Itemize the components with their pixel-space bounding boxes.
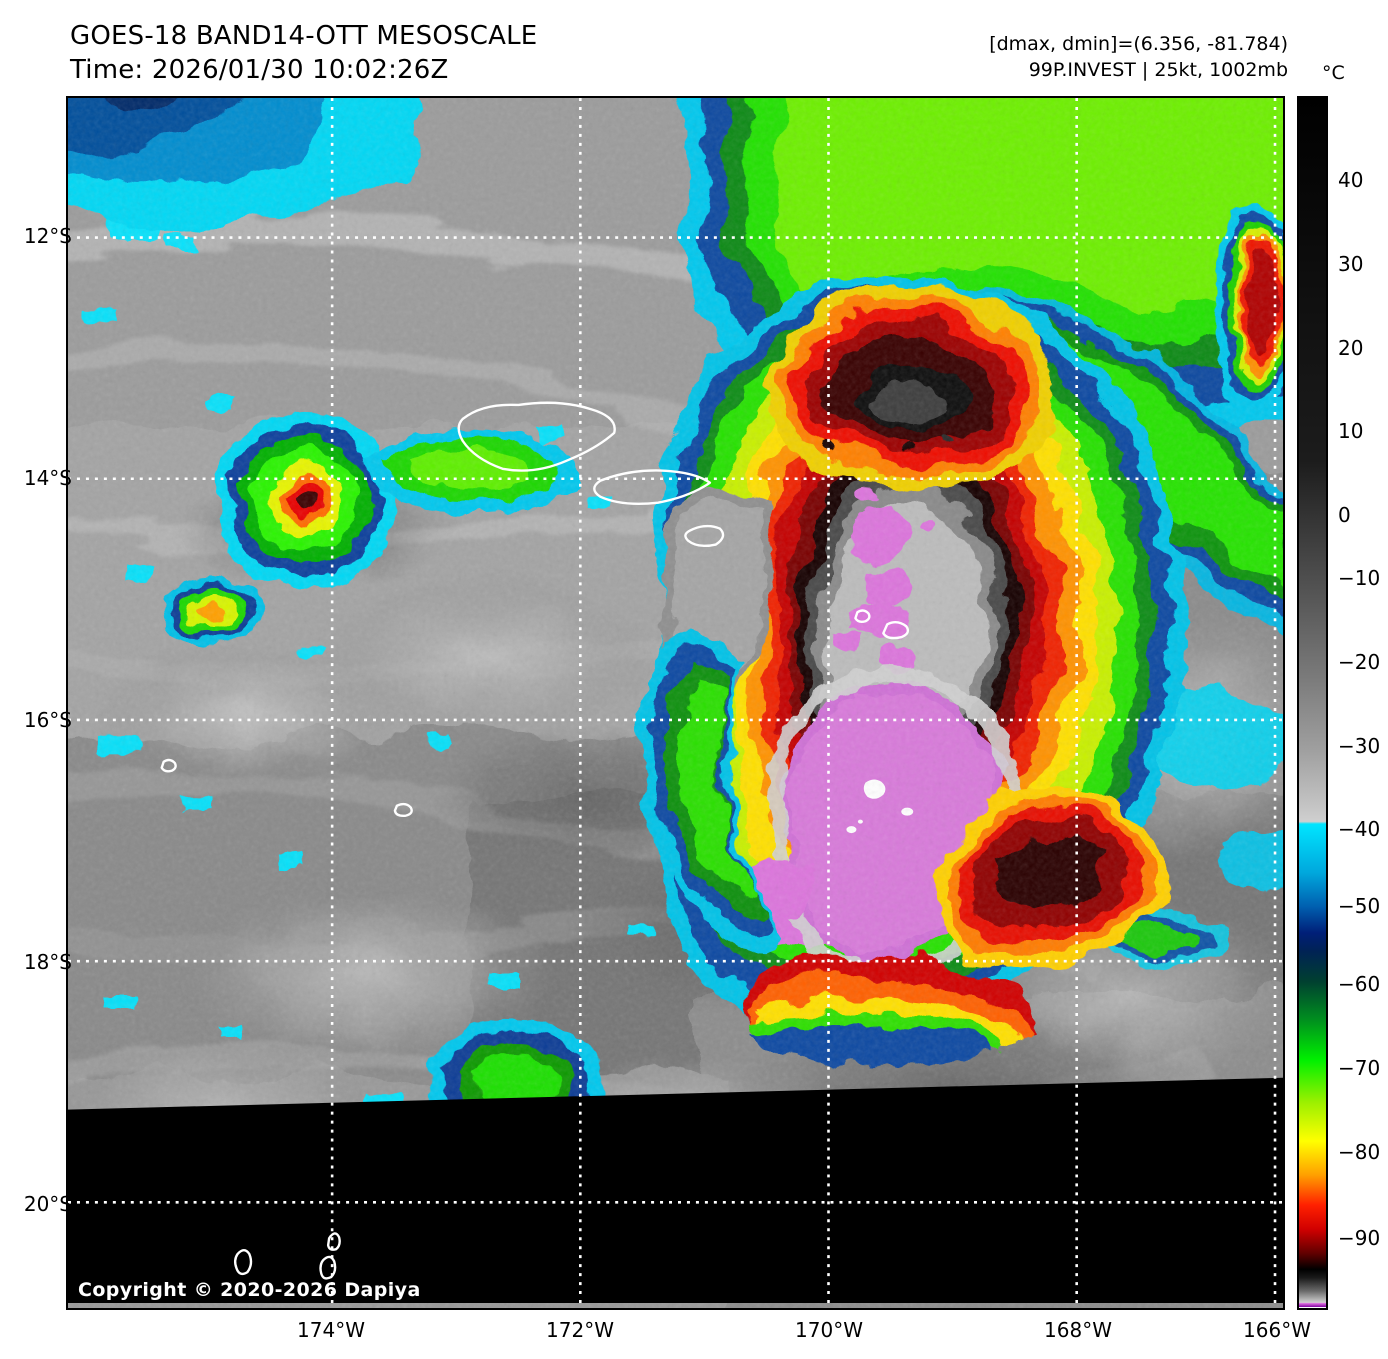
copyright-label: Copyright © 2020-2026 Dapiya bbox=[78, 1279, 421, 1301]
xtick-label: 174°W bbox=[297, 1318, 365, 1342]
storm-info-label: 99P.INVEST | 25kt, 1002mb bbox=[1028, 58, 1288, 81]
colorbar-tick: 0 bbox=[1338, 503, 1351, 527]
colorbar-tick: −10 bbox=[1338, 566, 1381, 590]
xtick-label: 172°W bbox=[546, 1318, 614, 1342]
colorbar-tick: 40 bbox=[1338, 168, 1364, 192]
colorbar-tick: −20 bbox=[1338, 650, 1381, 674]
ytick-label: 16°S bbox=[23, 708, 72, 732]
xtick-label: 170°W bbox=[795, 1318, 863, 1342]
colorbar-tick: −60 bbox=[1338, 972, 1381, 996]
colorbar-tick: −80 bbox=[1338, 1140, 1381, 1164]
colorbar-tick: −70 bbox=[1338, 1056, 1381, 1080]
metadata-block: [dmax, dmin]=(6.356, -81.784) 99P.INVEST… bbox=[989, 32, 1288, 83]
ytick-label: 18°S bbox=[23, 950, 72, 974]
colorbar-gradient bbox=[1299, 98, 1326, 1308]
colorbar-tick: −30 bbox=[1338, 734, 1381, 758]
page-title: GOES-18 BAND14-OTT MESOSCALE bbox=[70, 21, 538, 51]
timestamp: Time: 2026/01/30 10:02:26Z bbox=[70, 54, 449, 85]
colorbar-tick: −50 bbox=[1338, 894, 1381, 918]
satellite-image-plot[interactable] bbox=[66, 96, 1285, 1310]
colorbar-tick: 20 bbox=[1338, 336, 1364, 360]
colorbar-tick: −90 bbox=[1338, 1226, 1381, 1250]
temperature-colorbar[interactable] bbox=[1297, 96, 1328, 1310]
xtick-label: 166°W bbox=[1243, 1318, 1311, 1342]
no-data-sector bbox=[68, 1077, 1283, 1304]
title-block: GOES-18 BAND14-OTT MESOSCALE Time: 2026/… bbox=[70, 20, 537, 88]
colorbar-tick: −40 bbox=[1338, 817, 1381, 841]
colorbar-tick: 30 bbox=[1338, 252, 1364, 276]
ytick-label: 12°S bbox=[23, 224, 72, 248]
ytick-label: 14°S bbox=[23, 466, 72, 490]
colorbar-tick: 10 bbox=[1338, 419, 1364, 443]
dmax-dmin-label: [dmax, dmin]=(6.356, -81.784) bbox=[989, 33, 1288, 55]
ytick-label: 20°S bbox=[23, 1192, 72, 1216]
xtick-label: 168°W bbox=[1044, 1318, 1112, 1342]
colorbar-unit-label: °C bbox=[1322, 62, 1345, 84]
satellite-imagery bbox=[68, 98, 1283, 1308]
